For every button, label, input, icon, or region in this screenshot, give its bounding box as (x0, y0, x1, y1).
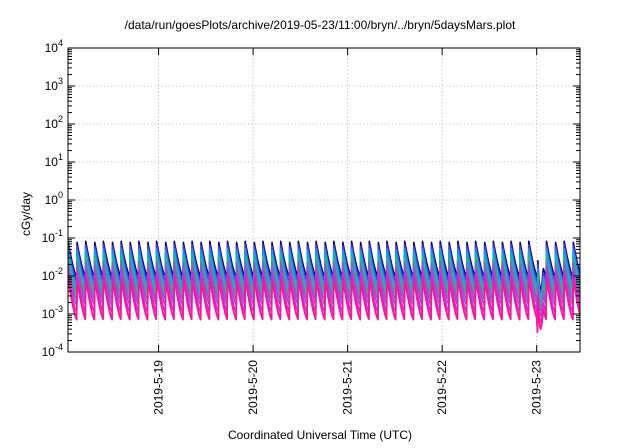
y-tick-label: 10-3 (42, 304, 63, 321)
x-axis-label: Coordinated Universal Time (UTC) (227, 428, 413, 442)
x-tick-label: 2019-5-20 (246, 360, 260, 415)
y-tick-label: 10-2 (42, 266, 63, 283)
y-axis-label: cGy/day (19, 191, 33, 237)
series-line-6 (68, 260, 580, 313)
x-tick-label: 2019-5-19 (152, 360, 166, 415)
y-tick-label: 10-1 (42, 228, 63, 245)
y-tick-label: 102 (45, 114, 63, 131)
series-line-7 (68, 265, 580, 319)
chart-title: /data/run/goesPlots/archive/2019-05-23/1… (124, 18, 516, 32)
y-tick-label: 101 (45, 152, 63, 169)
x-tick-label: 2019-5-23 (530, 360, 544, 415)
series-line-8 (68, 270, 580, 326)
y-axis: 10-4 10-3 10-2 10-1 100 101 102 103 104 (42, 38, 580, 359)
y-tick-label: 100 (45, 190, 63, 207)
x-tick-label: 2019-5-22 (435, 360, 449, 415)
y-tick-label: 104 (45, 38, 63, 55)
series-group (68, 240, 580, 334)
y-tick-label: 103 (45, 76, 63, 93)
x-axis: 2019-5-19 2019-5-20 2019-5-21 2019-5-22 2019… (152, 48, 544, 415)
y-tick-label: 10-4 (42, 342, 63, 359)
series-line-10 (68, 277, 580, 334)
x-tick-label: 2019-5-21 (341, 360, 355, 415)
